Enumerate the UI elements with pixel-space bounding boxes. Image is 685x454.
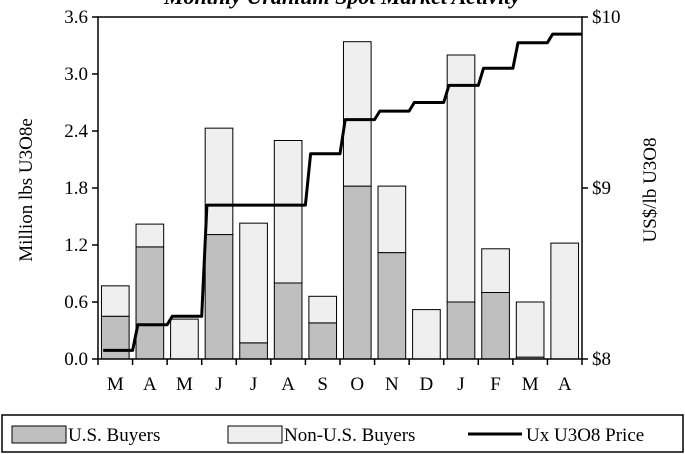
legend-swatch-us-buyers	[11, 425, 67, 444]
y2-tick-label: $9	[592, 178, 611, 199]
bar-non-us-buyers	[239, 222, 268, 344]
x-tick-label: O	[350, 374, 364, 395]
bar-non-us-buyers	[412, 309, 441, 360]
bar-non-us-buyers	[100, 285, 130, 317]
x-tick-label: A	[281, 374, 295, 395]
y2-tick-label: $8	[592, 349, 611, 370]
price-line-layer	[103, 32, 582, 352]
legend-label-non-us-buyers: Non-U.S. Buyers	[284, 425, 415, 446]
bar-non-us-buyers	[170, 318, 199, 360]
x-tick-label: J	[250, 374, 257, 395]
bar-non-us-buyers	[446, 54, 476, 303]
chart-title: Monthly Uranium Spot Market Activity	[163, 0, 520, 9]
bar-non-us-buyers	[481, 248, 510, 294]
y-tick-label: 1.2	[64, 235, 88, 256]
bar-us-buyers	[377, 252, 407, 360]
bar-us-buyers	[135, 246, 165, 360]
bar-non-us-buyers	[342, 41, 372, 187]
y-tick-label: 2.4	[64, 121, 88, 142]
y-tick-label: 0.6	[64, 292, 88, 313]
bars-layer	[100, 41, 580, 360]
bar-non-us-buyers	[308, 295, 338, 324]
legend: U.S. Buyers Non-U.S. Buyers Ux U3O8 Price	[1, 414, 684, 453]
y-tick-label: 3.6	[64, 7, 88, 28]
x-tick-label: J	[457, 374, 464, 395]
x-tick-label: J	[215, 374, 222, 395]
bar-us-buyers	[308, 322, 338, 360]
legend-label-price: Ux U3O8 Price	[526, 425, 644, 446]
x-tick-label: M	[176, 374, 193, 395]
bar-us-buyers	[273, 282, 303, 360]
price-line	[103, 32, 582, 352]
y2-axis-label: US$/lb U3O8	[640, 137, 661, 242]
bar-us-buyers	[239, 342, 268, 360]
x-tick-label: D	[420, 374, 434, 395]
y-tick-label: 1.8	[64, 178, 88, 199]
y-tick-label: 0.0	[64, 349, 88, 370]
bar-us-buyers	[100, 315, 130, 360]
bar-non-us-buyers	[204, 127, 234, 236]
x-tick-label: N	[385, 374, 399, 395]
x-tick-label: F	[490, 374, 501, 395]
bar-non-us-buyers	[135, 223, 165, 248]
bar-us-buyers	[342, 185, 372, 360]
bar-non-us-buyers	[515, 301, 545, 358]
x-tick-label: A	[558, 374, 572, 395]
bar-us-buyers	[204, 234, 234, 360]
bar-non-us-buyers	[273, 140, 303, 284]
bar-us-buyers	[481, 292, 510, 360]
legend-box	[1, 414, 684, 453]
y-axis-label: Million lbs U3O8e	[16, 118, 37, 262]
y2-tick-label: $10	[592, 7, 621, 28]
legend-label-us-buyers: U.S. Buyers	[68, 425, 160, 446]
x-tick-label: A	[143, 374, 157, 395]
bar-non-us-buyers	[377, 185, 407, 254]
legend-swatch-non-us-buyers	[227, 425, 283, 444]
x-tick-label: S	[317, 374, 328, 395]
x-tick-label: M	[107, 374, 124, 395]
y-tick-label: 3.0	[64, 64, 88, 85]
axes-layer: 0.00.61.21.82.43.03.6$8$9$10M A M J J A S O N D J F…	[64, 7, 620, 395]
bar-us-buyers	[446, 301, 476, 360]
x-tick-label: M	[522, 374, 539, 395]
bar-non-us-buyers	[550, 242, 580, 360]
